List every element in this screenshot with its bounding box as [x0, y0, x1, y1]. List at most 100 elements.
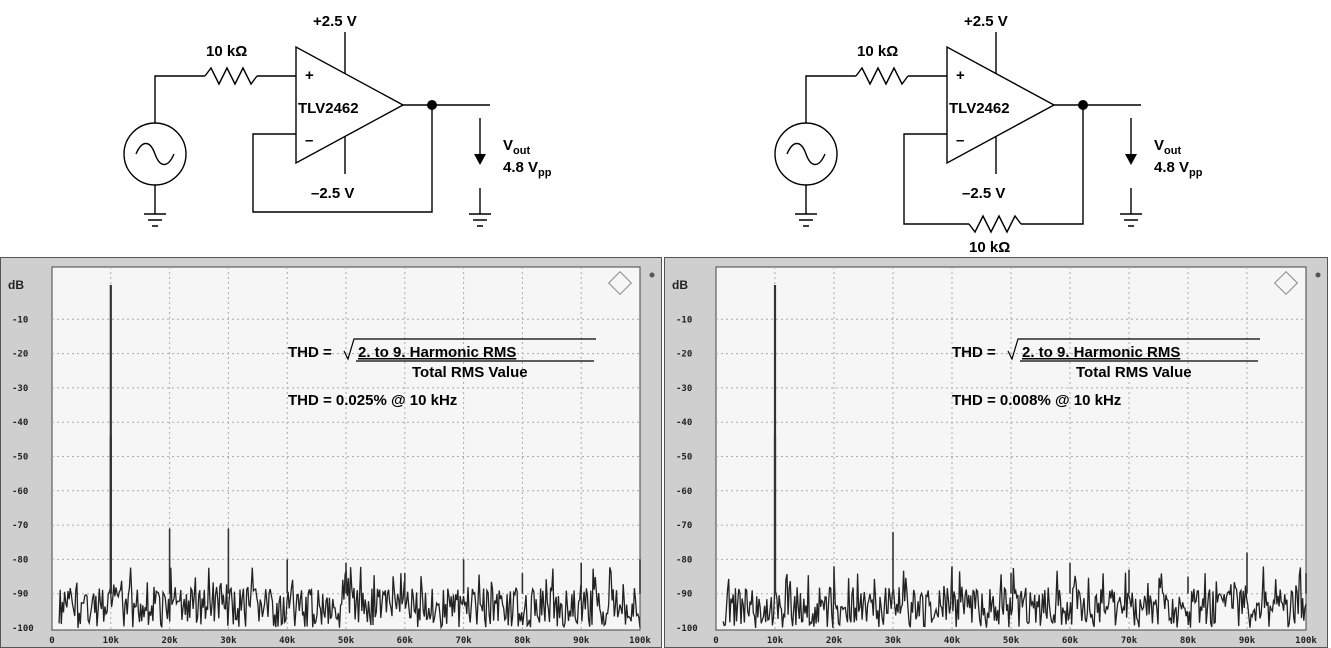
spectrum-plot-left: dB -10 -20 -30 -40 -50 -60 -70 -80 -90 -100 0 10k 20k… [0, 257, 662, 648]
x-tick-label: 60k [397, 636, 414, 646]
circuit-inverting-buffer: 10 kΩ TLV2462 + – +2.5 V –2.5 V 10 kΩ Vo… [774, 13, 1203, 256]
vpp-label: 4.8 Vpp [1154, 159, 1203, 179]
opamp-triangle [295, 45, 405, 165]
y-tick-label: -10 [676, 315, 692, 325]
x-tick-label: 80k [514, 636, 531, 646]
y-tick-label: -70 [12, 521, 28, 531]
logo-icon [1273, 270, 1299, 296]
y-tick-label: -100 [12, 624, 34, 634]
positive-supply-label: +2.5 V [964, 13, 1008, 30]
y-tick-label: -30 [12, 384, 28, 394]
vout-arrow-icon [474, 154, 486, 165]
y-tick-label: -30 [676, 384, 692, 394]
sqrt-symbol [1007, 338, 1260, 361]
x-tick-label: 0 [713, 636, 718, 646]
minus-input-label: – [305, 132, 313, 149]
x-tick-label: 90k [573, 636, 590, 646]
logo-icon [607, 270, 633, 296]
negative-supply-label: –2.5 V [962, 185, 1005, 202]
x-tick-label: 70k [1121, 636, 1138, 646]
spectrum-plot-right: dB -10 -20 -30 -40 -50 -60 -70 -80 -90 -100 0 10k 20k… [664, 257, 1328, 648]
y-tick-label: -10 [12, 315, 28, 325]
thd-formula-denominator: Total RMS Value [412, 364, 528, 381]
input-resistor [204, 66, 258, 86]
input-wire [154, 75, 205, 123]
thd-formula-numerator: 2. to 9. Harmonic RMS [1022, 344, 1180, 361]
feedback-wire [252, 105, 433, 213]
input-resistor [855, 66, 909, 86]
noise-floor-trace [722, 566, 1307, 629]
feedback-wire-right [1021, 105, 1084, 225]
y-tick-label: -90 [12, 590, 28, 600]
positive-supply-label: +2.5 V [313, 13, 357, 30]
x-tick-label: 10k [767, 636, 784, 646]
corner-dot [1315, 272, 1321, 278]
feedback-resistor [968, 214, 1022, 234]
x-tick-label: 10k [103, 636, 120, 646]
sine-wave-icon [786, 142, 826, 166]
opamp-label: TLV2462 [298, 100, 359, 117]
y-tick-label: -90 [676, 590, 692, 600]
feedback-resistor-label: 10 kΩ [969, 239, 1010, 256]
x-tick-label: 50k [1003, 636, 1020, 646]
x-tick-label: 80k [1180, 636, 1197, 646]
vout-label: Vout [503, 137, 530, 157]
y-tick-label: -50 [12, 453, 28, 463]
circuit-voltage-follower: 10 kΩ TLV2462 + – +2.5 V –2.5 V Vout 4.8… [123, 13, 552, 227]
y-tick-label: -70 [676, 521, 692, 531]
input-resistor-label: 10 kΩ [206, 43, 247, 60]
thd-formula-lhs: THD = [288, 344, 332, 361]
noise-floor-trace [58, 566, 641, 630]
y-tick-label: -100 [676, 624, 698, 634]
source-ground-symbol [144, 185, 166, 227]
input-wire [805, 75, 856, 123]
y-tick-label: -40 [676, 418, 692, 428]
vpp-label: 4.8 Vpp [503, 159, 552, 179]
y-tick-label: -80 [12, 555, 28, 565]
negative-supply-label: –2.5 V [311, 185, 354, 202]
output-ground-symbol [469, 188, 491, 227]
thd-result: THD = 0.025% @ 10 kHz [288, 392, 457, 409]
vout-arrow-icon [1125, 154, 1137, 165]
opamp-label: TLV2462 [949, 100, 1010, 117]
x-tick-label: 20k [826, 636, 843, 646]
feedback-wire-left [903, 133, 969, 225]
corner-dot [649, 272, 655, 278]
x-tick-label: 40k [944, 636, 961, 646]
thd-result: THD = 0.008% @ 10 kHz [952, 392, 1121, 409]
source-ground-symbol [795, 185, 817, 227]
x-tick-label: 90k [1239, 636, 1256, 646]
y-tick-label: -60 [12, 487, 28, 497]
thd-formula-denominator: Total RMS Value [1076, 364, 1192, 381]
y-tick-label: -60 [676, 487, 692, 497]
x-tick-label: 40k [279, 636, 296, 646]
x-tick-label: 30k [885, 636, 902, 646]
y-axis-label: dB [8, 278, 24, 292]
y-tick-label: -50 [676, 453, 692, 463]
sine-wave-icon [135, 142, 175, 166]
x-tick-label: 50k [338, 636, 355, 646]
x-tick-label: 100k [1295, 636, 1317, 646]
y-tick-label: -40 [12, 418, 28, 428]
y-tick-label: -20 [12, 350, 28, 360]
x-tick-label: 20k [161, 636, 178, 646]
y-tick-label: -20 [676, 350, 692, 360]
x-tick-label: 100k [629, 636, 651, 646]
thd-formula-numerator: 2. to 9. Harmonic RMS [358, 344, 516, 361]
x-tick-label: 0 [49, 636, 54, 646]
thd-formula-lhs: THD = [952, 344, 996, 361]
minus-input-label: – [956, 132, 964, 149]
x-tick-label: 30k [220, 636, 237, 646]
y-tick-label: -80 [676, 555, 692, 565]
plus-input-label: + [956, 67, 965, 84]
circuit-diagrams: 10 kΩ TLV2462 + – +2.5 V –2.5 V Vout 4.8… [123, 13, 1203, 256]
sqrt-symbol [343, 338, 596, 361]
output-ground-symbol [1120, 188, 1142, 227]
vout-label: Vout [1154, 137, 1181, 157]
x-tick-label: 60k [1062, 636, 1079, 646]
opamp-triangle [946, 45, 1056, 165]
input-resistor-label: 10 kΩ [857, 43, 898, 60]
plus-input-label: + [305, 67, 314, 84]
x-tick-label: 70k [455, 636, 472, 646]
y-axis-label: dB [672, 278, 688, 292]
